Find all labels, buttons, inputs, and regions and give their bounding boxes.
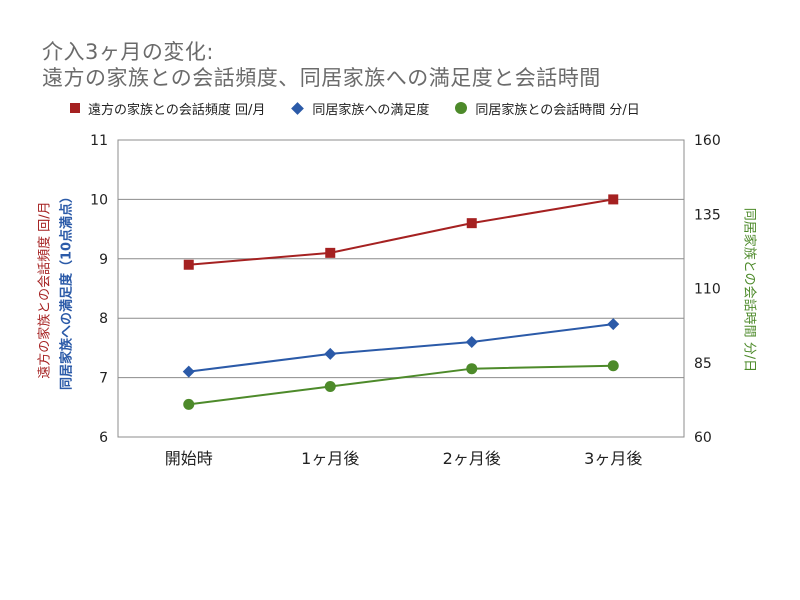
chart-legend: 遠方の家族との会話頻度 回/月 同居家族への満足度 同居家族との会話時間 分/日 — [70, 97, 640, 119]
chart-title-line-1: 介入3ヶ月の変化: — [42, 40, 214, 64]
legend-label-satisfaction: 同居家族への満足度 — [312, 102, 430, 118]
y-left-tick-label-10: 10 — [90, 192, 108, 208]
legend-item-conversation-time: 同居家族との会話時間 分/日 — [455, 99, 640, 118]
plot-area — [118, 140, 684, 437]
y-left-tick-label-6: 6 — [99, 430, 108, 446]
series-2-point-3 — [607, 360, 619, 372]
series-line-1 — [188, 323, 614, 373]
chart-title-line-2: 遠方の家族との会話頻度、同居家族への満足度と会話時間 — [42, 66, 601, 90]
x-tick-label-0: 開始時 — [165, 449, 213, 468]
series-1-point-2 — [465, 335, 478, 348]
x-tick-label-2: 2ヶ月後 — [443, 449, 501, 468]
series-2-point-2 — [466, 363, 478, 375]
series-line-2 — [188, 364, 614, 406]
series-0-point-0 — [183, 259, 194, 270]
series-1-point-3 — [607, 318, 620, 331]
series-1-point-1 — [324, 347, 337, 360]
y-right-tick-label-110: 110 — [694, 282, 721, 298]
y-right-tick-label-60: 60 — [694, 430, 712, 446]
legend-label-long-distance-frequency: 遠方の家族との会話頻度 回/月 — [88, 102, 266, 118]
y-left-tick-label-9: 9 — [99, 252, 108, 268]
y-right-tick-label-135: 135 — [694, 207, 721, 223]
y-right-tick-label-160: 160 — [694, 133, 721, 149]
y-left-tick-label-11: 11 — [90, 133, 108, 149]
series-line-0 — [188, 198, 614, 266]
legend-label-conversation-time: 同居家族との会話時間 分/日 — [475, 102, 640, 118]
series-2-point-0 — [183, 398, 195, 410]
legend-circle-marker-icon — [455, 102, 468, 114]
series-0-point-1 — [325, 247, 336, 258]
plot-border — [117, 139, 685, 438]
series-2-point-1 — [324, 381, 336, 393]
y-left-tick-label-8: 8 — [99, 311, 108, 327]
series-0-point-3 — [608, 194, 619, 205]
legend-item-long-distance-frequency: 遠方の家族との会話頻度 回/月 — [70, 99, 265, 118]
y-left-tick-label-7: 7 — [99, 371, 108, 387]
y-right-tick-label-85: 85 — [694, 356, 712, 372]
legend-square-marker-icon — [70, 103, 80, 113]
x-tick-label-1: 1ヶ月後 — [301, 449, 359, 468]
series-1-point-0 — [182, 365, 195, 378]
series-0-point-2 — [466, 218, 477, 229]
x-tick-label-3: 3ヶ月後 — [584, 449, 642, 468]
legend-item-satisfaction: 同居家族への満足度 — [291, 99, 429, 118]
